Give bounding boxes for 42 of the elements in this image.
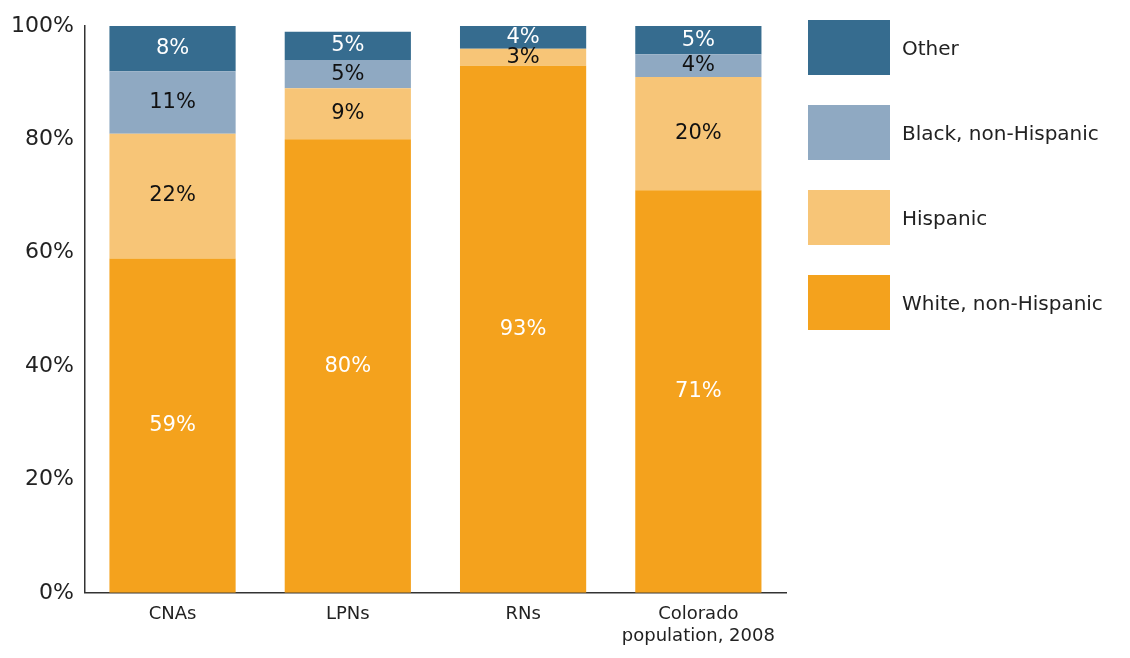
y-tick-label: 40% bbox=[24, 351, 74, 377]
y-tick-label: 20% bbox=[24, 465, 74, 491]
bar bbox=[459, 48, 587, 66]
bar bbox=[284, 31, 411, 61]
data-label: 5% bbox=[681, 26, 716, 51]
data-label: 4% bbox=[681, 52, 716, 77]
x-tick-label: CNAs bbox=[148, 602, 197, 624]
data-label: 11% bbox=[149, 88, 196, 113]
x-tick-label: RNs bbox=[505, 602, 541, 624]
y-tick-label: 60% bbox=[24, 238, 74, 264]
y-tick-label: 0% bbox=[38, 578, 74, 604]
data-label: 20% bbox=[675, 120, 722, 145]
bar bbox=[635, 26, 762, 55]
text: White, non-Hispanic bbox=[902, 290, 1103, 315]
data-label: 9% bbox=[331, 100, 365, 125]
bar bbox=[635, 54, 762, 78]
data-label: 8% bbox=[155, 35, 190, 60]
data-label: 5% bbox=[331, 32, 365, 57]
y-tick-label: 100% bbox=[10, 11, 74, 37]
y-tick-label: 80% bbox=[24, 125, 74, 151]
data-label: 80% bbox=[324, 352, 372, 377]
x-tick-label: LPNs bbox=[325, 602, 370, 624]
bar bbox=[284, 139, 411, 593]
data-label: 59% bbox=[149, 412, 196, 437]
bar bbox=[284, 88, 411, 140]
bar bbox=[635, 190, 762, 593]
x-tick-label: Colorado population, 2008 bbox=[621, 602, 775, 645]
bar bbox=[635, 77, 762, 191]
text: Hispanic bbox=[902, 205, 988, 230]
bar bbox=[109, 258, 236, 593]
data-label: 22% bbox=[149, 182, 196, 207]
bar bbox=[459, 26, 587, 49]
data-label: 71% bbox=[675, 378, 722, 403]
text: Other bbox=[902, 35, 959, 60]
bar bbox=[109, 133, 236, 259]
data-label: 93% bbox=[499, 315, 547, 340]
data-label: 5% bbox=[331, 60, 365, 85]
text: Black, non-Hispanic bbox=[902, 120, 1099, 145]
bar bbox=[109, 26, 236, 72]
bar bbox=[284, 60, 411, 89]
bar bbox=[459, 65, 587, 593]
bar bbox=[109, 71, 236, 134]
